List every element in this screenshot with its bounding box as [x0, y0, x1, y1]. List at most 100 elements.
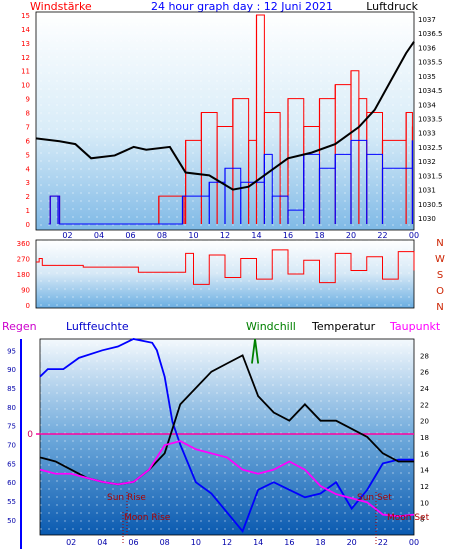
time-tick-label: 04	[94, 231, 104, 240]
pressure-tick-label: 1036.5	[418, 30, 443, 38]
pressure-tick-label: 1030.5	[418, 201, 443, 209]
chart-marks: 012345678910111213141510301030.510311031…	[7, 12, 445, 547]
time-tick-label: 22	[377, 231, 387, 240]
compass-label: W	[435, 254, 445, 265]
rain-axis-bar	[20, 339, 22, 549]
time-tick-label: 12	[220, 231, 230, 240]
time-tick-label: 18	[314, 231, 324, 240]
humidity-tick-label: 90	[7, 366, 16, 374]
humidity-tick-label: 85	[7, 385, 16, 393]
rain-label: Regen	[2, 320, 37, 333]
wind-tick-label: 3	[26, 179, 30, 187]
wind-gust-bar	[358, 98, 360, 224]
wind-avg-bar	[366, 154, 368, 224]
wind-tick-label: 14	[21, 26, 30, 34]
temperature-tick-label: 28	[420, 352, 429, 360]
temperature-tick-label: 22	[420, 401, 429, 409]
pressure-tick-label: 1033.5	[418, 116, 443, 124]
moon-set-label: Moon Set	[387, 513, 430, 523]
wind-tick-label: 13	[21, 40, 30, 48]
temperature-tick-label: 24	[420, 385, 429, 393]
wind-avg-bar	[350, 140, 352, 224]
pressure-tick-label: 1034	[418, 101, 436, 109]
compass-label: N	[436, 302, 443, 313]
windchill-line	[251, 338, 260, 364]
time-tick-label: 08	[157, 231, 167, 240]
wind-avg-bar	[208, 182, 210, 224]
wind-tick-label: 7	[26, 123, 30, 131]
wind-avg-bar	[381, 168, 384, 224]
climate-time-tick-label: 08	[160, 538, 170, 547]
wind-tick-label: 8	[26, 110, 30, 118]
wind-tick-label: 4	[26, 165, 31, 173]
pressure-tick-label: 1035	[418, 73, 436, 81]
temperature-tick-label: 20	[420, 418, 429, 426]
pressure-tick-label: 1031.5	[418, 172, 443, 180]
pressure-line	[35, 41, 415, 191]
humidity-tick-label: 80	[7, 404, 16, 412]
dewpoint-label: Taupunkt	[389, 320, 441, 333]
humidity-tick-label: 50	[7, 517, 16, 525]
wind-tick-label: 9	[26, 96, 30, 104]
temperature-tick-label: 16	[420, 450, 429, 458]
wind-avg-bar	[334, 154, 336, 224]
humidity-tick-label: 65	[7, 460, 16, 468]
windchill-label: Windchill	[246, 320, 296, 333]
temperature-tick-label: 10	[420, 499, 429, 507]
wind-tick-label: 11	[21, 68, 30, 76]
wind-tick-label: 10	[21, 82, 30, 90]
humidity-tick-label: 70	[7, 442, 16, 450]
direction-tick-label: 0	[26, 302, 30, 310]
climate-time-tick-label: 14	[253, 538, 263, 547]
wind-avg-line	[48, 139, 413, 225]
climate-time-tick-label: 02	[66, 538, 76, 547]
humidity-tick-label: 95	[7, 347, 16, 355]
climate-time-tick-label: 10	[191, 538, 201, 547]
climate-panel-grid	[40, 339, 414, 535]
header-left-label: Windstärke	[30, 0, 92, 13]
wind-tick-label: 0	[26, 221, 30, 229]
climate-time-tick-label: 00	[409, 538, 419, 547]
chart-title: 24 hour graph day : 12 Juni 2021	[151, 0, 333, 13]
wind-gust-bar	[232, 98, 234, 224]
wind-gust-bar	[200, 112, 202, 224]
wind-direction-line	[36, 249, 415, 285]
climate-time-tick-label: 18	[315, 538, 325, 547]
temperature-label: Temperatur	[311, 320, 376, 333]
pressure-tick-label: 1031	[418, 187, 436, 195]
pressure-tick-label: 1037	[418, 16, 436, 24]
climate-time-tick-label: 06	[128, 538, 138, 547]
rain-zero-label: 0	[27, 430, 33, 440]
temperature-tick-label: 12	[420, 483, 429, 491]
wind-tick-label: 12	[21, 54, 30, 62]
time-tick-label: 16	[283, 231, 293, 240]
compass-label: O	[436, 286, 444, 297]
climate-time-tick-label: 12	[222, 538, 232, 547]
humidity-tick-label: 60	[7, 479, 16, 487]
wind-avg-bar	[57, 196, 59, 224]
wind-tick-label: 2	[26, 193, 30, 201]
humidity-tick-label: 75	[7, 423, 16, 431]
pressure-tick-label: 1036	[418, 44, 436, 52]
direction-tick-label: 180	[17, 271, 30, 279]
temperature-tick-label: 26	[420, 369, 429, 377]
moon-rise-label: Moon Rise	[124, 513, 171, 523]
wind-avg-bar	[263, 154, 265, 224]
wind-tick-label: 6	[26, 137, 31, 145]
temperature-tick-label: 8	[420, 516, 424, 524]
sun-set-label: Sun Set	[357, 493, 392, 503]
wind-avg-bar	[318, 168, 321, 224]
time-tick-label: 10	[188, 231, 198, 240]
time-tick-label: 14	[251, 231, 261, 240]
wind-gust-bar	[216, 126, 218, 224]
temperature-tick-label: 18	[420, 434, 429, 442]
wind-tick-label: 15	[21, 12, 30, 20]
sun-rise-label: Sun Rise	[107, 493, 146, 503]
pressure-tick-label: 1033	[418, 130, 436, 138]
compass-label: N	[436, 238, 443, 249]
wind-avg-bar	[224, 168, 226, 224]
pressure-tick-label: 1030	[418, 215, 436, 223]
climate-time-tick-label: 20	[347, 538, 357, 547]
pressure-tick-label: 1032	[418, 158, 436, 166]
